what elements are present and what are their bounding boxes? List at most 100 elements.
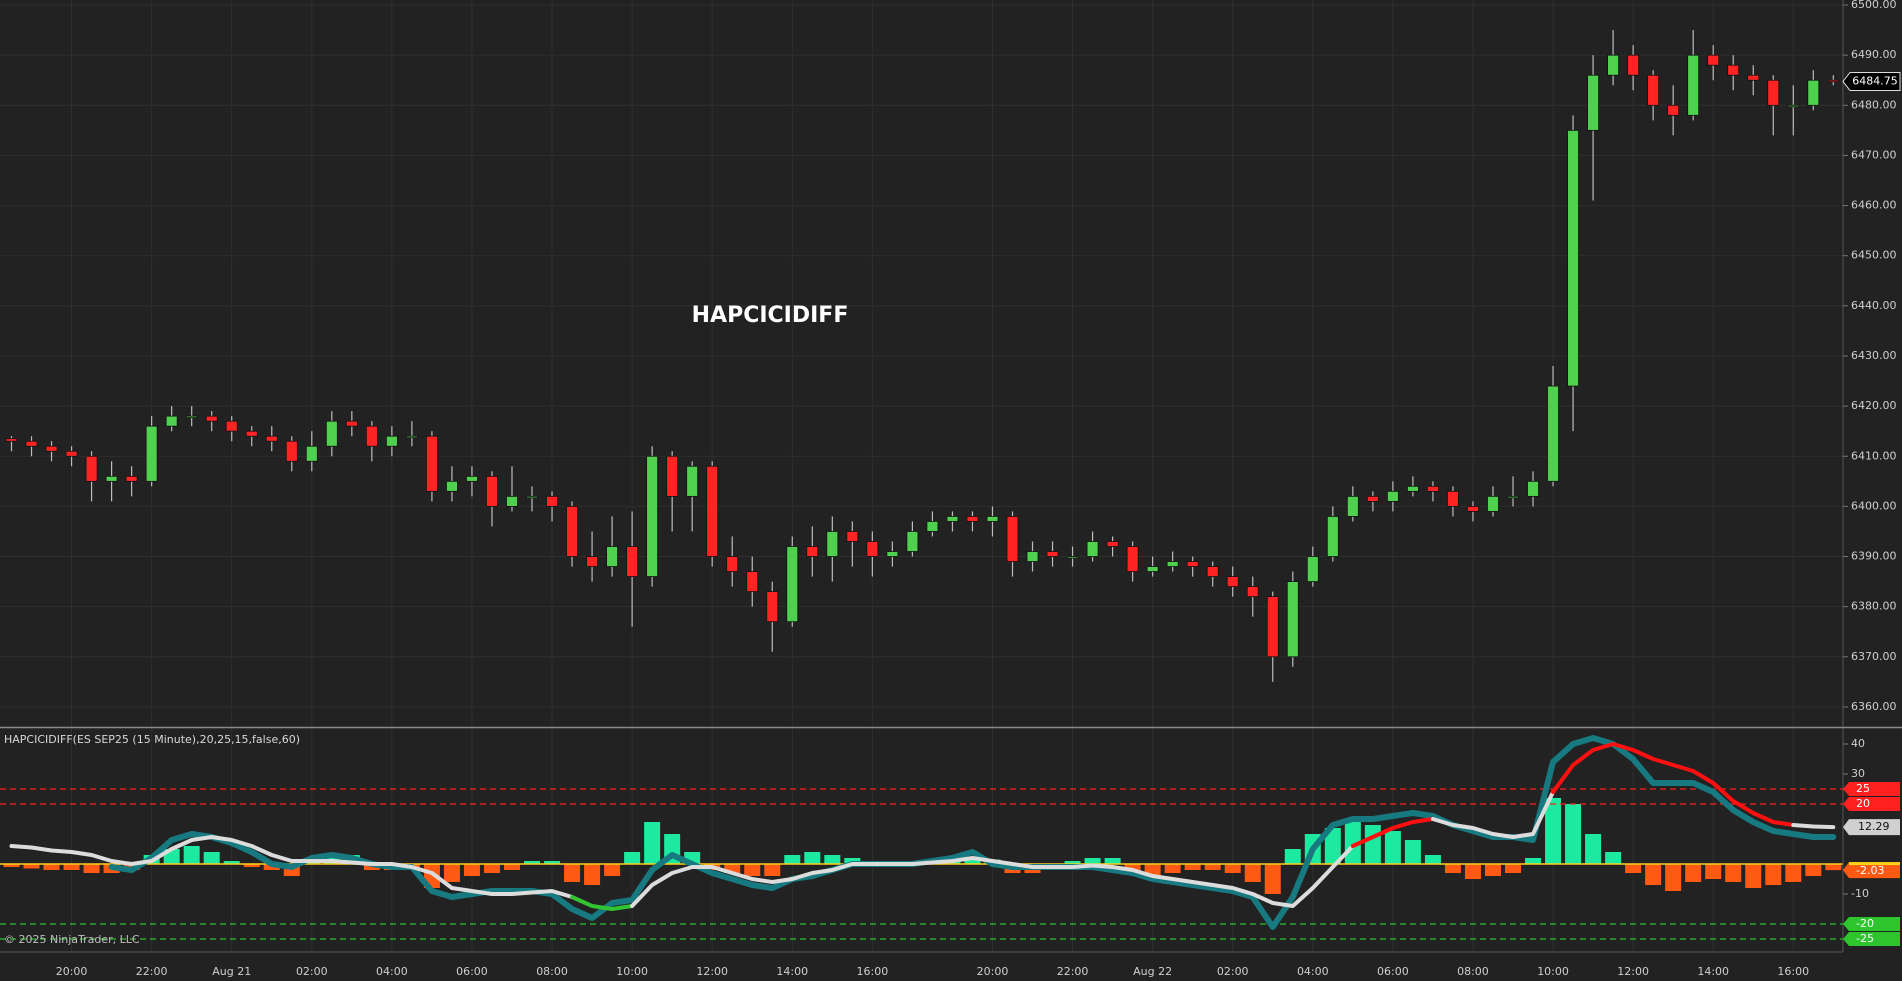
histogram-bar xyxy=(1605,852,1622,864)
x-tick-label: 20:00 xyxy=(977,965,1009,978)
level-label: 20 xyxy=(1856,797,1870,810)
candle-body xyxy=(405,435,418,439)
y-tick-label: 6500.00 xyxy=(1851,0,1897,11)
last-price-label: 6484.75 xyxy=(1852,74,1898,87)
histogram-bar xyxy=(1224,864,1241,873)
histogram-bar xyxy=(824,855,841,864)
candle-body xyxy=(185,415,198,419)
histogram-bar xyxy=(1064,861,1081,864)
y-tick-label: 6390.00 xyxy=(1851,550,1897,563)
candle-body xyxy=(1647,74,1660,106)
y-tick-label: 6380.00 xyxy=(1851,600,1897,613)
axes: 6360.00 6370.00 6380.00 6390.00 6400.00 6410.… xyxy=(56,0,1901,978)
indicator-line xyxy=(1430,790,1555,839)
level-marker xyxy=(1843,932,1900,946)
candle-body xyxy=(385,435,398,447)
histogram-bar xyxy=(1625,864,1642,873)
candle-body xyxy=(1567,129,1579,387)
candle-body xyxy=(325,420,338,447)
candle-body xyxy=(986,516,999,522)
x-tick-label: 10:00 xyxy=(1537,965,1569,978)
candle-body xyxy=(1126,546,1139,572)
candle-body xyxy=(1607,54,1619,76)
candle-body xyxy=(145,425,158,482)
candle-body xyxy=(1447,490,1459,507)
histogram-bar xyxy=(1364,825,1381,864)
price-marker xyxy=(1842,71,1901,91)
x-tick-label: 20:00 xyxy=(56,965,88,978)
candle-body xyxy=(1767,79,1780,106)
level-marker xyxy=(1843,782,1900,796)
x-tick-label: Aug 21 xyxy=(212,965,251,978)
candle-body xyxy=(1186,561,1199,567)
candle-body xyxy=(85,455,98,482)
histogram-bar xyxy=(83,864,100,873)
histogram-bar xyxy=(1685,864,1702,882)
candle-body xyxy=(1306,556,1319,582)
histogram-bar xyxy=(784,855,801,864)
y-tick-label: 6440.00 xyxy=(1851,299,1897,312)
y-tick-label: 6480.00 xyxy=(1851,98,1897,111)
candle-body xyxy=(666,455,679,497)
histogram-bar xyxy=(1525,858,1542,864)
candle-body xyxy=(646,455,659,577)
x-tick-label: 22:00 xyxy=(1057,965,1089,978)
indicator-line xyxy=(570,895,635,911)
level-label: 25 xyxy=(1856,782,1870,795)
candle-body xyxy=(1467,505,1479,512)
histogram-bar xyxy=(804,852,821,864)
histogram-bar xyxy=(1565,804,1582,864)
candle-body xyxy=(25,440,38,447)
histogram-bar xyxy=(1164,864,1181,873)
x-tick-label: 08:00 xyxy=(536,965,568,978)
candle-body xyxy=(1346,495,1359,517)
histogram-bar xyxy=(43,864,60,870)
histogram-bar xyxy=(1825,864,1842,871)
candle-body xyxy=(265,435,278,442)
histogram-bar xyxy=(1384,831,1401,864)
candle-body xyxy=(1246,586,1259,598)
histogram-bar xyxy=(1264,864,1281,894)
histogram-bar xyxy=(443,864,460,882)
histogram-bar xyxy=(1244,864,1261,882)
y-tick-label: 6420.00 xyxy=(1851,399,1897,412)
indicator-line xyxy=(9,835,575,899)
x-tick-label: 06:00 xyxy=(1377,965,1409,978)
x-tick-label: 12:00 xyxy=(696,965,728,978)
histogram-bar xyxy=(604,864,621,876)
histogram-bar xyxy=(1545,798,1562,864)
x-tick-label: 14:00 xyxy=(1697,965,1729,978)
candle-body xyxy=(866,541,879,557)
candle-body xyxy=(846,531,859,542)
x-tick-label: 12:00 xyxy=(1617,965,1649,978)
copyright: © 2025 NinjaTrader, LLC xyxy=(4,933,140,946)
y-tick-label: 6400.00 xyxy=(1851,499,1897,512)
histogram-bar xyxy=(1725,864,1742,882)
candle-body xyxy=(1827,79,1840,83)
histogram-bar xyxy=(1665,864,1682,891)
histogram-bar xyxy=(1765,864,1782,885)
level-label: -25 xyxy=(1856,932,1874,945)
candle-body xyxy=(45,445,58,452)
candle-body xyxy=(966,516,979,522)
histogram-bar xyxy=(564,864,581,882)
histogram-bar xyxy=(3,864,20,867)
value-marker xyxy=(1843,819,1900,836)
histogram-bar xyxy=(1805,864,1822,876)
histogram-bar xyxy=(1204,864,1221,870)
histogram-bar xyxy=(1645,864,1662,885)
candle-body xyxy=(1507,495,1519,499)
candle-body xyxy=(1166,561,1179,567)
histogram-bar xyxy=(964,858,981,864)
candle-body xyxy=(946,516,959,522)
candle-body xyxy=(1787,104,1800,108)
candle-body xyxy=(1266,596,1279,658)
candle-body xyxy=(1727,64,1740,76)
histogram-bar xyxy=(1785,864,1802,882)
candle-body xyxy=(105,475,118,482)
candle-body xyxy=(1627,54,1640,76)
histogram-bar xyxy=(644,822,661,864)
